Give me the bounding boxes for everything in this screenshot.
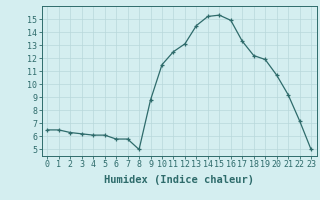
X-axis label: Humidex (Indice chaleur): Humidex (Indice chaleur) (104, 175, 254, 185)
